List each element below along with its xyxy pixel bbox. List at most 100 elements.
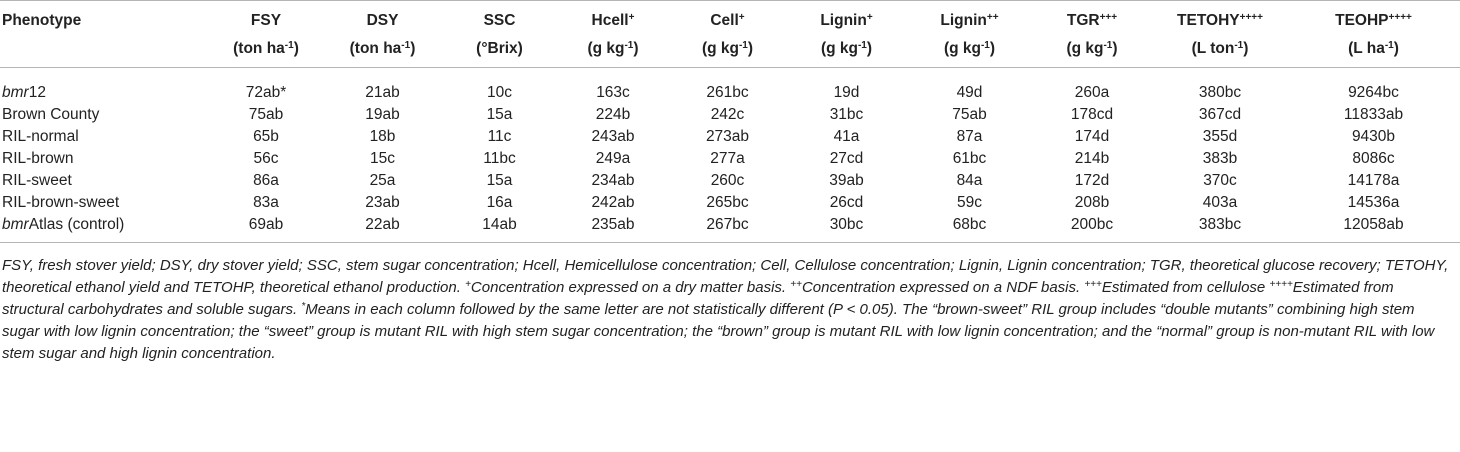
text: ) xyxy=(1393,40,1399,57)
text: 65b xyxy=(253,128,279,145)
text: (ton ha xyxy=(349,40,402,57)
superscript: ++++ xyxy=(1388,12,1412,23)
table-row: RIL-brown-sweet 83a 23ab 16a 242ab 265bc 26cd 5… xyxy=(0,192,1460,214)
text: ) xyxy=(633,40,639,57)
text: Phenotype xyxy=(2,12,82,29)
text: 18b xyxy=(369,128,396,145)
text: 14536a xyxy=(1347,194,1400,211)
table-cell: 383b xyxy=(1153,148,1287,170)
table-cell: 273ab xyxy=(670,126,785,148)
text: 265bc xyxy=(706,194,749,211)
superscript: -1 xyxy=(401,40,411,51)
table-cell: 49d xyxy=(908,68,1031,105)
text: 380bc xyxy=(1198,84,1242,101)
text: 75ab xyxy=(248,106,284,123)
text: ) xyxy=(989,40,996,57)
text: FSY xyxy=(250,12,282,29)
text: 214b xyxy=(1074,150,1110,167)
text: 14178a xyxy=(1347,172,1400,189)
text: 86a xyxy=(253,172,279,189)
italic-text: bmr xyxy=(2,84,29,101)
superscript: + xyxy=(866,12,873,23)
table-cell: 75ab xyxy=(210,104,322,126)
text: (L ha xyxy=(1348,40,1385,57)
text: 10c xyxy=(487,84,512,101)
column-header: TGR+++ (g kg-1) xyxy=(1031,0,1153,68)
text: TEOHP xyxy=(1335,12,1389,29)
text: RIL-sweet xyxy=(2,172,72,189)
table-cell: 267bc xyxy=(670,214,785,243)
text: 260c xyxy=(710,172,745,189)
table-cell: 9264bc xyxy=(1287,68,1460,105)
superscript: -1 xyxy=(980,40,990,51)
text: ) xyxy=(747,40,754,57)
text: 12 xyxy=(28,84,46,101)
text: 21ab xyxy=(365,84,400,101)
text: 367cd xyxy=(1198,106,1242,123)
table-cell: 242ab xyxy=(556,192,670,214)
table-cell: 41a xyxy=(785,126,908,148)
text: Estimated from structural carbohydrates … xyxy=(2,279,1394,318)
text: 27cd xyxy=(829,150,864,167)
text: 260a xyxy=(1074,84,1110,101)
text: TETOHY xyxy=(1177,12,1240,29)
table-cell: RIL-brown-sweet xyxy=(0,192,210,214)
text: 172d xyxy=(1074,172,1110,189)
table-cell: 8086c xyxy=(1287,148,1460,170)
text: 383b xyxy=(1202,150,1238,167)
text: 68bc xyxy=(952,216,987,233)
table-cell: 260a xyxy=(1031,68,1153,105)
text: ) xyxy=(1243,40,1249,57)
superscript: +++ xyxy=(1084,279,1102,290)
text: 83a xyxy=(253,194,279,211)
column-header: Phenotype xyxy=(0,0,210,68)
table-header: Phenotype FSY (ton ha-1) DSY (ton ha-1) SSC (°… xyxy=(0,0,1460,68)
text: 9264bc xyxy=(1348,84,1399,101)
superscript: ++ xyxy=(986,12,999,23)
text: 59c xyxy=(957,194,982,211)
text: 23ab xyxy=(365,194,400,211)
table-row: RIL-normal 65b 18b 11c 243ab 273ab 41a 87a 174d 3… xyxy=(0,126,1460,148)
text: 12058ab xyxy=(1343,216,1404,233)
text: 267bc xyxy=(706,216,749,233)
text: 277a xyxy=(710,150,745,167)
table-cell: 39ab xyxy=(785,170,908,192)
table-cell: 367cd xyxy=(1153,104,1287,126)
column-header: Hcell+ (g kg-1) xyxy=(556,0,670,68)
text: 87a xyxy=(956,128,983,145)
table-cell: 11833ab xyxy=(1287,104,1460,126)
text: 69ab xyxy=(248,216,284,233)
text: 61bc xyxy=(952,150,987,167)
header-row: Phenotype FSY (ton ha-1) DSY (ton ha-1) SSC (°… xyxy=(0,0,1460,68)
text: Hcell xyxy=(591,12,629,29)
text: 249a xyxy=(595,150,631,167)
text: 9430b xyxy=(1351,128,1396,145)
table-cell: 174d xyxy=(1031,126,1153,148)
text: (g kg xyxy=(820,40,858,57)
text: 14ab xyxy=(482,216,517,233)
superscript: * xyxy=(301,301,306,312)
text: FSY, fresh stover yield; DSY, dry stover… xyxy=(2,257,1449,296)
table-cell: 14178a xyxy=(1287,170,1460,192)
table-cell: 242c xyxy=(670,104,785,126)
table-cell: 25a xyxy=(322,170,443,192)
superscript: -1 xyxy=(284,40,294,51)
superscript: + xyxy=(738,12,745,23)
table-cell: 163c xyxy=(556,68,670,105)
superscript: -1 xyxy=(1103,40,1113,51)
table-cell: Brown County xyxy=(0,104,210,126)
text: 243ab xyxy=(591,128,635,145)
text: DSY xyxy=(366,12,399,29)
text: 19ab xyxy=(365,106,400,123)
text: 8086c xyxy=(1352,150,1395,167)
column-header: Lignin+ (g kg-1) xyxy=(785,0,908,68)
text: ) xyxy=(866,40,873,57)
column-header: TETOHY++++ (L ton-1) xyxy=(1153,0,1287,68)
superscript: -1 xyxy=(1234,40,1244,51)
text: 242c xyxy=(710,106,745,123)
table-row: bmr12 72ab* 21ab 10c 163c 261bc 19d 49d 260a 380b… xyxy=(0,68,1460,105)
text: RIL-brown-sweet xyxy=(2,194,120,211)
text: 200bc xyxy=(1070,216,1114,233)
table-cell: 15a xyxy=(443,170,556,192)
table-cell: RIL-sweet xyxy=(0,170,210,192)
